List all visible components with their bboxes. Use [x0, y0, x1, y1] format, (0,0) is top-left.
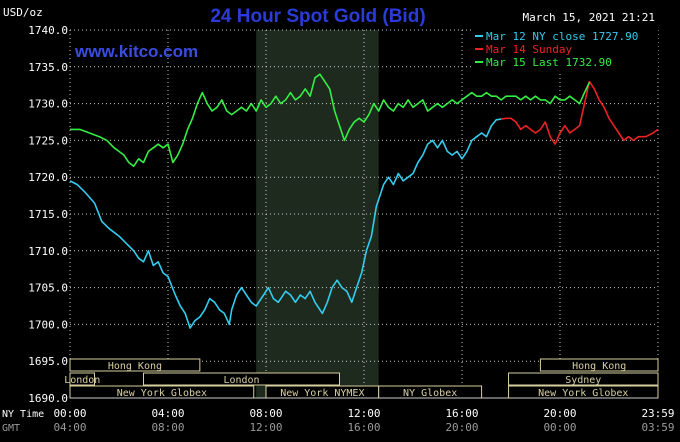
session-bar-label: New York NYMEX	[280, 388, 364, 399]
series-line	[501, 80, 659, 145]
y-tick-label: 1725.0	[28, 134, 68, 147]
legend-label: Mar 12 NY close 1727.90	[486, 30, 638, 43]
x-tick-label-ny: 23:59	[641, 407, 674, 420]
x-tick-label-gmt: 03:59	[641, 421, 674, 434]
x-tick-label-ny: 16:00	[445, 407, 478, 420]
session-bar-label: New York Globex	[538, 388, 628, 399]
session-bar	[539, 358, 659, 372]
y-tick-label: 1740.0	[28, 24, 68, 37]
x-tick-label-gmt: 20:00	[445, 421, 478, 434]
price-series	[69, 73, 659, 329]
x-tick-label-gmt: 04:00	[53, 421, 86, 434]
session-bar-label: Sydney	[565, 375, 601, 386]
units-label: USD/oz	[3, 6, 43, 19]
y-tick-label: 1690.0	[28, 392, 68, 405]
session-bar-label: Hong Kong	[108, 361, 162, 372]
y-tick-label: 1710.0	[28, 245, 68, 258]
x-tick-label-ny: 04:00	[151, 407, 184, 420]
session-bar-label: London	[64, 375, 100, 386]
y-tick-label: 1730.0	[28, 98, 68, 111]
x-tick-label-ny: 08:00	[249, 407, 282, 420]
y-tick-label: 1695.0	[28, 355, 68, 368]
x-tick-label-gmt: 00:00	[543, 421, 576, 434]
y-tick-label: 1720.0	[28, 171, 68, 184]
session-bar	[508, 372, 659, 386]
x-tick-label-ny: 00:00	[53, 407, 86, 420]
legend-box	[472, 28, 658, 72]
grid-lines	[69, 29, 659, 399]
session-bar	[143, 372, 340, 386]
session-bar-label: London	[223, 375, 259, 386]
session-bar-label: NY Globex	[403, 388, 457, 399]
x-axis: NY TimeGMT00:0004:0004:0008:0008:0012:00…	[2, 407, 675, 434]
y-tick-label: 1715.0	[28, 208, 68, 221]
y-tick-label: 1735.0	[28, 61, 68, 74]
timestamp: March 15, 2021 21:21	[523, 11, 655, 24]
y-axis: 1740.0 1735.0 1730.0 1725.0 1720.0 1715.0 1710…	[28, 24, 68, 405]
x-row-label-ny: NY Time	[2, 409, 44, 420]
x-tick-label-gmt: 08:00	[151, 421, 184, 434]
watermark: www.kitco.com	[74, 42, 198, 61]
x-tick-label-gmt: 12:00	[249, 421, 282, 434]
session-bar-label: Hong Kong	[572, 361, 626, 372]
x-tick-label-gmt: 16:00	[347, 421, 380, 434]
x-tick-label-ny: 20:00	[543, 407, 576, 420]
x-row-label-gmt: GMT	[2, 423, 20, 434]
x-tick-label-ny: 12:00	[347, 407, 380, 420]
session-bar	[69, 358, 201, 372]
legend-label: Mar 15 Last 1732.90	[486, 56, 612, 69]
series-line	[69, 118, 502, 329]
series-line	[70, 73, 591, 167]
y-tick-label: 1705.0	[28, 282, 68, 295]
chart-title: 24 Hour Spot Gold (Bid)	[210, 6, 425, 27]
legend-label: Mar 14 Sunday	[486, 43, 572, 56]
session-bar-label: New York Globex	[117, 388, 207, 399]
session-bar	[69, 372, 95, 386]
y-tick-label: 1700.0	[28, 318, 68, 331]
